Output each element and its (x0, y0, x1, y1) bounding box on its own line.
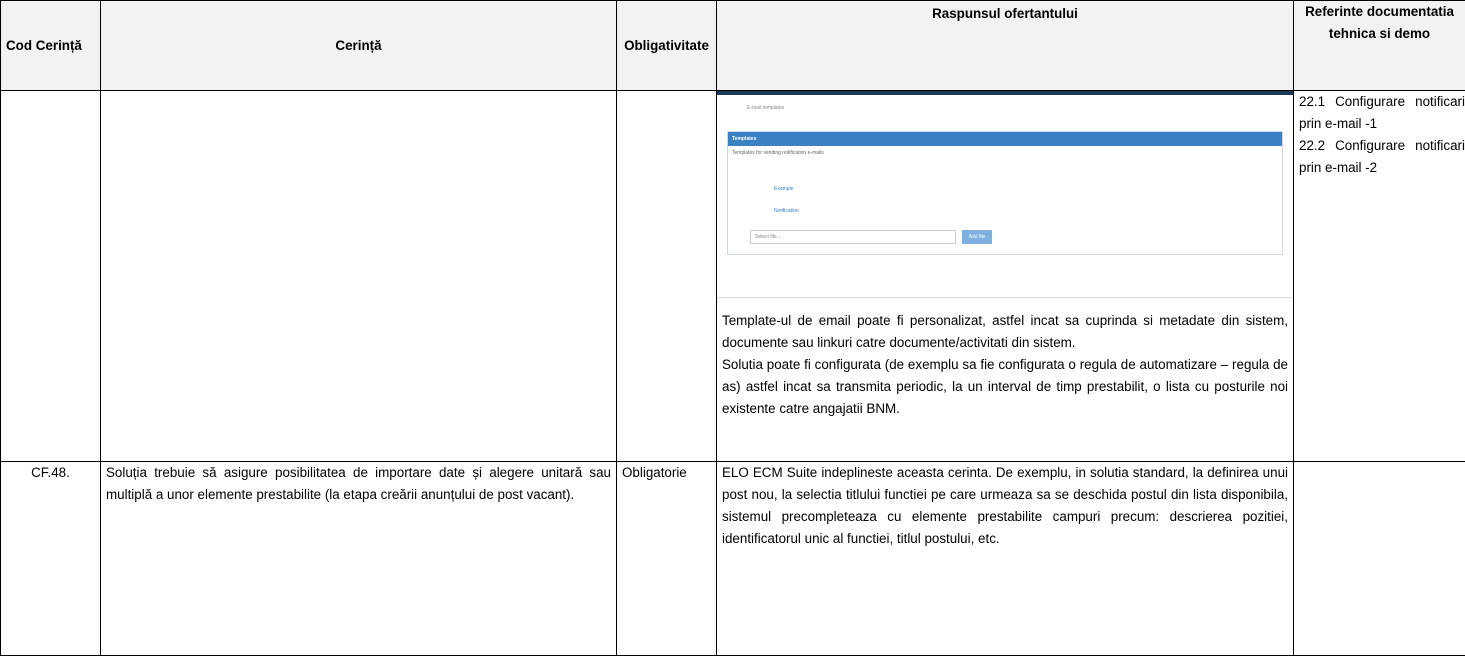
cell: ELO ECM Suite indeplineste aceasta cerin… (717, 462, 1294, 656)
header-cell: Raspunsul ofertantului (717, 1, 1294, 91)
cell (617, 91, 717, 462)
cell: Soluția trebuie să asigure posibilitatea… (101, 462, 617, 656)
row: E-mail templates Templates Templates for… (1, 91, 1465, 462)
file-link: Notification (774, 208, 799, 215)
header-cell: Cod Cerință (1, 1, 101, 91)
reference: 22.2 Configurare notificari prin e-mail … (1299, 135, 1465, 179)
row: CF.48. Soluția trebuie să asigure posibi… (1, 462, 1465, 656)
screenshot: E-mail templates Templates Templates for… (717, 91, 1293, 298)
cell: CF.48. (1, 462, 101, 656)
header-row: Cod Cerință Cerință Obligativitate Raspu… (1, 1, 1465, 91)
file-link: Example (774, 186, 793, 193)
panel: Templates Templates for sending notifica… (727, 131, 1283, 255)
header-cell: Referinte documentatia tehnica si demo (1294, 1, 1465, 91)
cell (1294, 462, 1465, 656)
cell: E-mail templates Templates Templates for… (717, 91, 1294, 462)
cell (101, 91, 617, 462)
paragraph: Template-ul de email poate fi personaliz… (722, 310, 1288, 354)
header-cell: Obligativitate (617, 1, 717, 91)
panel-subtitle: Templates for sending notification e-mai… (728, 146, 1282, 161)
reference: 22.1 Configurare notificari prin e-mail … (1299, 91, 1465, 135)
paragraph: Solutia poate fi configurata (de exemplu… (722, 354, 1288, 420)
top-bar (717, 91, 1293, 95)
cell: Obligatorie (617, 462, 717, 656)
paragraph: ELO ECM Suite indeplineste aceasta cerin… (722, 462, 1288, 550)
file-input: Select file... (750, 230, 956, 244)
add-button: Add file (962, 230, 992, 244)
breadcrumb: E-mail templates (747, 105, 784, 112)
panel-title: Templates (728, 132, 1282, 146)
cell (1, 91, 101, 462)
cell: 22.1 Configurare notificari prin e-mail … (1294, 91, 1465, 462)
header-cell: Cerință (101, 1, 617, 91)
